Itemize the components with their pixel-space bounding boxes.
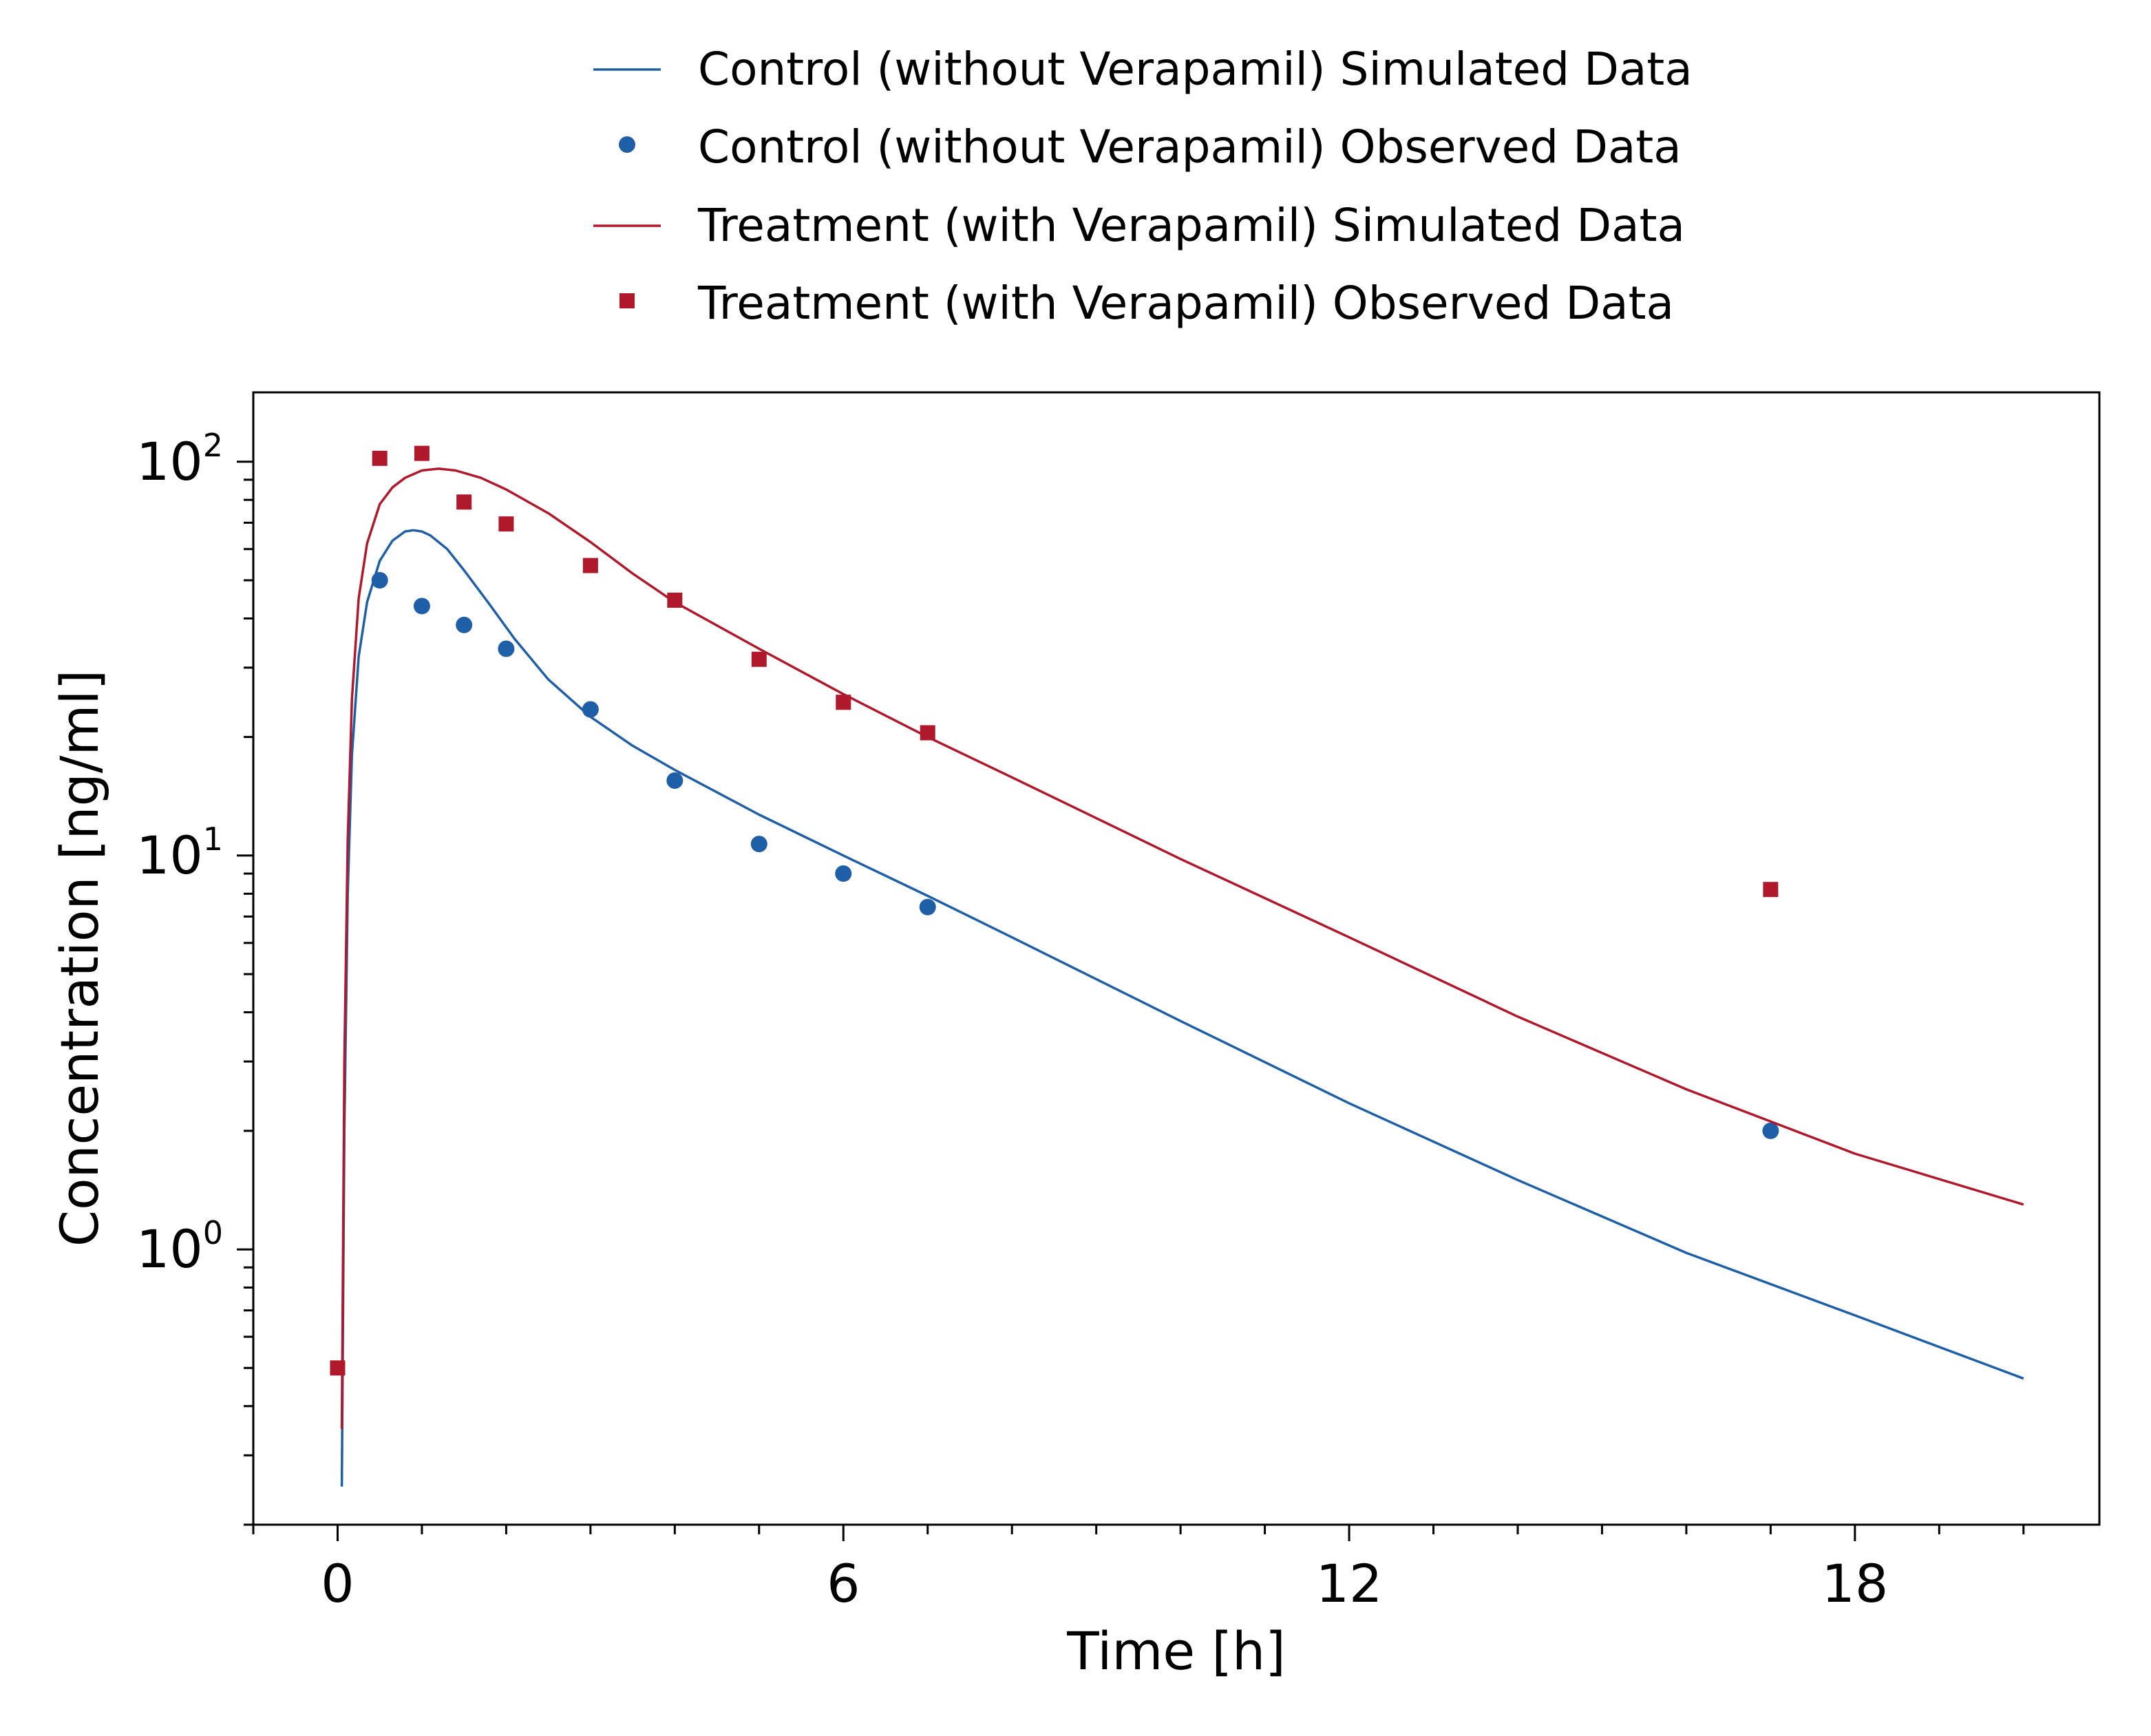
data-point-square xyxy=(414,445,430,461)
data-point-circle xyxy=(919,898,936,915)
x-axis: 0 6 12 18 xyxy=(252,1525,2025,1614)
x-tick-label: 12 xyxy=(1316,1553,1383,1614)
y-axis: 100 101 102 xyxy=(136,427,253,1526)
data-point-square xyxy=(372,450,388,466)
legend-label: Control (without Verapamil) Simulated Da… xyxy=(698,43,1693,96)
data-point-square xyxy=(920,725,935,741)
series-line-2 xyxy=(340,467,2024,1429)
series-line-0 xyxy=(340,529,2024,1487)
data-point-square xyxy=(836,695,851,710)
legend-label: Treatment (with Verapamil) Simulated Dat… xyxy=(697,199,1685,252)
legend-label: Control (without Verapamil) Observed Dat… xyxy=(698,120,1682,173)
data-point-square xyxy=(751,651,767,667)
x-axis-title: Time [h] xyxy=(1066,1620,1286,1682)
y-axis-title: Concentration [ng/ml] xyxy=(49,670,110,1247)
data-point-square xyxy=(1763,882,1779,898)
data-point-circle xyxy=(413,597,430,615)
y-tick-label: 102 xyxy=(136,427,223,492)
data-point-circle xyxy=(750,836,767,853)
data-point-circle xyxy=(371,571,388,589)
data-point-square xyxy=(456,494,472,510)
x-tick-label: 18 xyxy=(1821,1553,1888,1614)
data-point-circle xyxy=(456,616,473,633)
data-point-circle xyxy=(666,772,684,790)
data-point-square xyxy=(582,558,598,573)
legend-swatch-circle xyxy=(619,136,635,153)
y-tick-label: 101 xyxy=(136,821,223,886)
y-tick-label: 100 xyxy=(136,1214,223,1280)
x-tick-label: 6 xyxy=(827,1553,860,1614)
series-layer xyxy=(330,445,2024,1487)
data-point-circle xyxy=(498,640,515,657)
data-point-square xyxy=(498,516,514,532)
data-point-circle xyxy=(1762,1122,1779,1139)
legend-label: Treatment (with Verapamil) Observed Data xyxy=(697,277,1674,330)
legend: Control (without Verapamil) Simulated Da… xyxy=(593,43,1693,330)
data-point-circle xyxy=(582,701,599,718)
data-point-square xyxy=(330,1360,346,1376)
legend-swatch-square xyxy=(619,293,635,308)
x-tick-label: 0 xyxy=(321,1553,354,1614)
data-point-square xyxy=(667,592,683,608)
data-point-circle xyxy=(835,865,852,882)
plot-frame xyxy=(252,391,2101,1526)
